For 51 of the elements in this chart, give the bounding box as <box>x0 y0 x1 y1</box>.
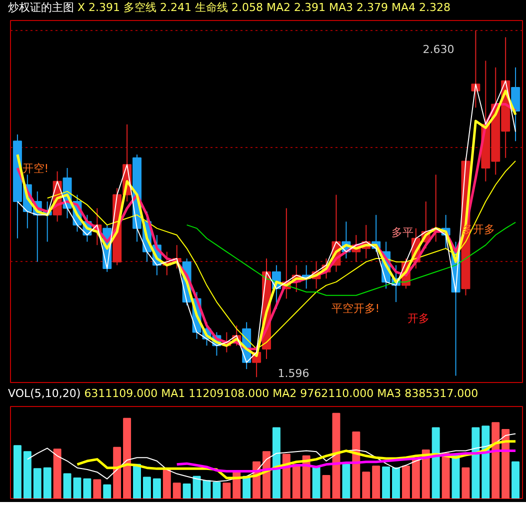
bar <box>142 476 151 498</box>
annotation: 1.596 <box>278 367 310 380</box>
bar <box>123 418 132 498</box>
bar <box>93 479 102 498</box>
bar <box>43 467 52 498</box>
bar <box>222 482 231 498</box>
bar <box>382 466 390 498</box>
bar <box>412 458 420 498</box>
bar <box>13 445 22 498</box>
bar <box>113 446 122 498</box>
bar <box>312 466 320 498</box>
bar <box>342 464 350 498</box>
bar <box>33 468 42 498</box>
chart-title: VOL(5,10,20) <box>8 387 81 400</box>
bar <box>482 426 490 498</box>
annotation: 2.630 <box>422 43 454 56</box>
bar <box>392 467 400 498</box>
bar <box>53 448 62 498</box>
annotation: 开多 <box>408 312 430 325</box>
bar <box>63 473 72 498</box>
chart-title: 炒权证的主图 <box>8 1 74 14</box>
bar <box>212 482 221 498</box>
bar <box>502 429 510 498</box>
bar <box>292 464 300 498</box>
bar <box>362 472 370 498</box>
bar <box>512 461 520 498</box>
bar <box>432 427 440 498</box>
chart-subtitle: X 2.391 多空线 2.241 生命线 2.058 MA2 2.391 MA3 2.379 MA4 2.328 <box>78 1 450 14</box>
bar <box>242 476 251 498</box>
bar <box>372 466 380 498</box>
annotation: 多开多 <box>462 223 495 236</box>
bar <box>492 422 500 498</box>
bar <box>152 478 161 498</box>
bar <box>352 432 360 498</box>
bar <box>272 427 280 498</box>
annotation: 平空开多! <box>331 302 380 315</box>
bar <box>103 484 112 498</box>
bar <box>133 464 141 498</box>
bar <box>23 451 32 498</box>
bar <box>172 482 181 498</box>
bar <box>442 452 450 498</box>
bar <box>402 466 410 498</box>
bar <box>83 478 92 498</box>
bar <box>182 484 191 498</box>
annotation: 多平 <box>392 226 414 239</box>
chart-subtitle: 6311109.000 MA1 11209108.000 MA2 9762110.000 MA3 8385317.000 <box>84 387 478 400</box>
bar <box>162 469 171 498</box>
bar <box>73 478 82 498</box>
bar <box>462 467 470 498</box>
bar <box>472 427 480 498</box>
annotation: 开空! <box>22 162 49 175</box>
